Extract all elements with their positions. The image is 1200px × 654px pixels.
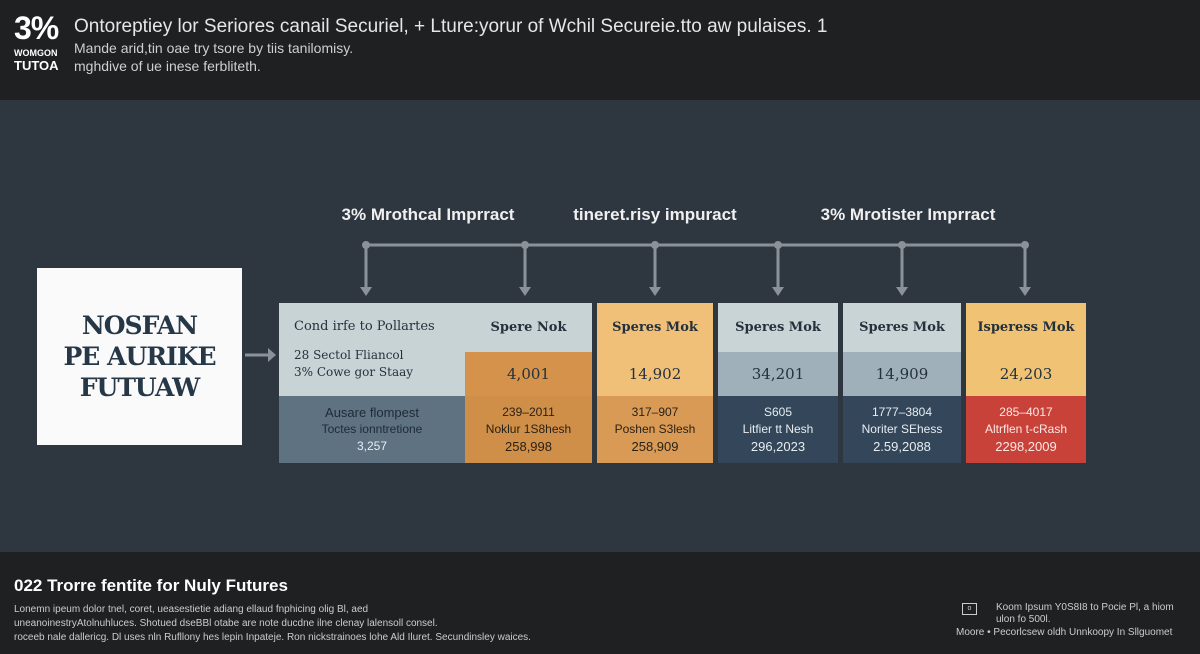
cell-text: Ausare flompest	[325, 405, 419, 420]
footer-text: uneanoinestryAtolnuhluces. Shotued dseBB…	[14, 618, 438, 629]
cell-text: 3,257	[356, 439, 388, 453]
title-card-line: PE AURIKE	[63, 342, 216, 371]
cell-text: Litfier tt Nesh	[742, 422, 814, 436]
cell-text: Noriter SEhess	[861, 422, 943, 436]
column-value: 34,201	[718, 352, 838, 396]
column-detail: 1777–3804 Noriter SEhess 2.59,2088	[843, 396, 961, 463]
footer-title: 022 Trorre fentite for Nuly Futures	[14, 576, 288, 595]
cell-text: S605	[763, 405, 793, 419]
footer-text: roceeb nale dallericg. Dl uses nln Rufll…	[14, 632, 531, 643]
cell-text: 258,909	[631, 439, 679, 454]
footer-note: Koom Ipsum Y0S8I8 to Pocie Pl, a hiom	[996, 602, 1174, 613]
cell-text: Toctes ionntretione	[321, 422, 423, 436]
arrow-down-icon	[360, 287, 372, 296]
cell-text: Poshen S3lesh	[614, 422, 696, 436]
column-header: Spere Nok	[465, 303, 592, 352]
impact-label: tineret.risy impuract	[573, 205, 737, 224]
subtitle: Mande arid,tin oae try tsore by tiis tan…	[74, 40, 354, 56]
column-header: Speres Mok	[597, 303, 713, 352]
arrow-down-icon	[1019, 287, 1031, 296]
column-value: 24,203	[966, 352, 1086, 396]
column-detail: 285–4017 Altrflen t-cRash 2298,2009	[966, 396, 1086, 463]
footer-note: Moore • Pecorlcsew oldh Unnkoopy In Sllg…	[956, 627, 1173, 638]
column-header: Speres Mok	[843, 303, 961, 352]
column-value: 4,001	[465, 352, 592, 396]
column-detail: 239–2011 Noklur 1S8hesh 258,998	[465, 396, 592, 463]
logo-subtext: WOMGON	[14, 48, 58, 58]
title-card-line: FUTUAW	[79, 373, 200, 402]
page-title: Ontoreptiey lor Seriores canail Securiel…	[74, 16, 828, 37]
first-column-title: Cond irfe to Pollartes	[294, 319, 435, 334]
cell-text: 317–907	[631, 405, 679, 419]
arrow-down-icon	[649, 287, 661, 296]
column-detail: 317–907 Poshen S3lesh 258,909	[597, 396, 713, 463]
info-icon: o	[962, 603, 977, 615]
impact-label: 3% Mrothcal Imprract	[341, 205, 515, 224]
cell-text: Noklur 1S8hesh	[485, 422, 572, 436]
first-column-header: Cond irfe to Pollartes 28 Sectol Flianco…	[279, 303, 465, 396]
logo-subtext: TUTOA	[14, 58, 59, 73]
column-header: Speres Mok	[718, 303, 838, 352]
footer-text: Lonemn ipeum dolor tnel, coret, ueasesti…	[14, 604, 369, 615]
cell-text: 2298,2009	[995, 439, 1057, 454]
cell-text: Altrflen t-cRash	[984, 422, 1068, 436]
column-detail: S605 Litfier tt Nesh 296,2023	[718, 396, 838, 463]
arrow-down-icon	[772, 287, 784, 296]
cell-text: 258,998	[505, 439, 552, 454]
title-card-line: NOSFAN	[81, 311, 198, 340]
cell-text: 285–4017	[999, 405, 1053, 419]
title-card: NOSFAN PE AURIKE FUTUAW	[37, 268, 242, 445]
impact-label: 3% Mrotister Imprract	[820, 205, 996, 224]
first-column-line: 3% Cowe gor Staay	[294, 365, 414, 379]
first-column-bottom: Ausare flompest Toctes ionntretione 3,25…	[279, 396, 465, 463]
cell-text: 239–2011	[502, 405, 555, 419]
header: 3% WOMGON TUTOA Ontoreptiey lor Seriores…	[0, 0, 1200, 100]
cell-text: 296,2023	[750, 439, 806, 454]
column-header: Isperess Mok	[966, 303, 1086, 352]
column-value: 14,902	[597, 352, 713, 396]
arrow-down-icon	[896, 287, 908, 296]
arrow-down-icon	[519, 287, 531, 296]
subtitle: mghdive of ue inese ferbliteth.	[74, 58, 261, 74]
cell-text: 2.59,2088	[873, 439, 931, 454]
column-value: 14,909	[843, 352, 961, 396]
logo: 3%	[14, 10, 59, 46]
cell-text: 1777–3804	[871, 405, 933, 419]
first-column-line: 28 Sectol Fliancol	[294, 348, 404, 362]
footer: 022 Trorre fentite for Nuly Futures Lone…	[0, 552, 1200, 654]
footer-note: ulon fo 500l.	[996, 614, 1051, 625]
